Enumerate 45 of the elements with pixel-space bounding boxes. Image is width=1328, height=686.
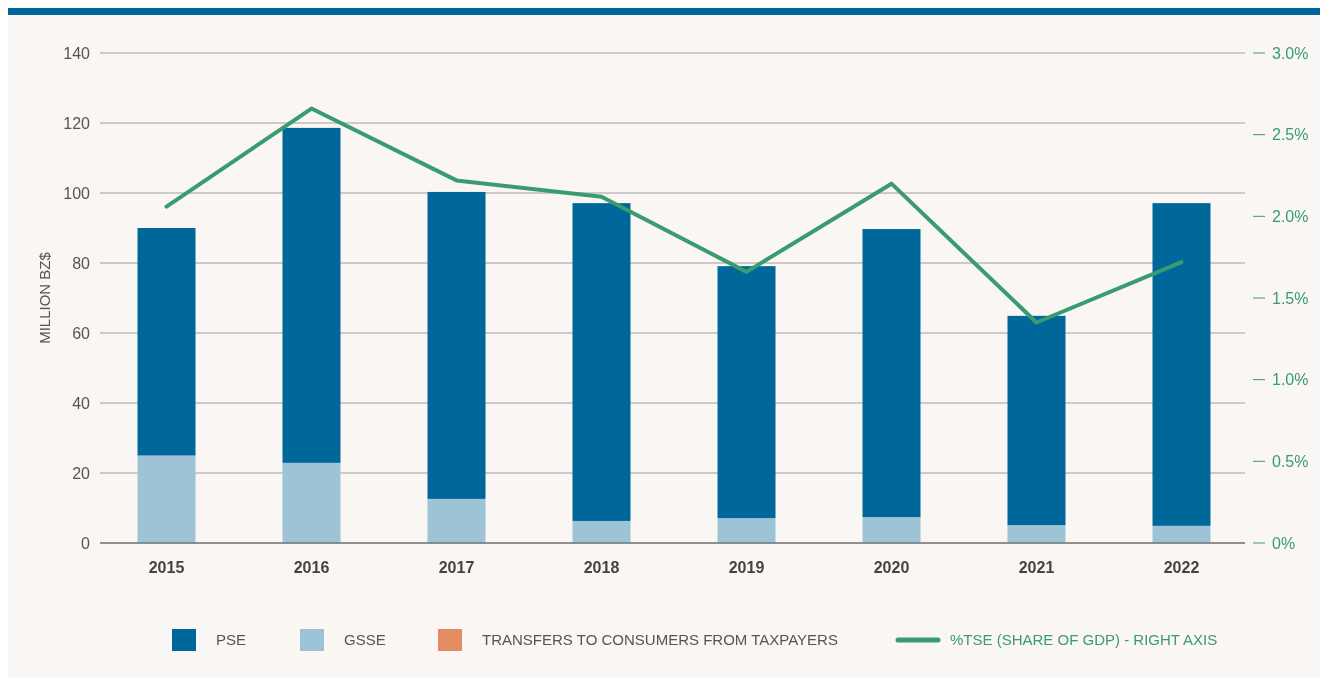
bar: [137, 455, 196, 543]
legend-label: PSE: [216, 631, 247, 649]
y2-tick-label: 2.5%: [1272, 126, 1309, 144]
bar: [862, 517, 921, 543]
x-tick-label: 2019: [728, 559, 765, 576]
legend-label: %TSE (SHARE OF GDP) - RIGHT AXIS: [950, 631, 1218, 649]
y-tick-label: 120: [63, 114, 91, 132]
x-tick-label: 2020: [873, 559, 910, 576]
bar: [717, 266, 776, 519]
x-tick-label: 2021: [1018, 559, 1055, 576]
legend-label: TRANSFERS TO CONSUMERS FROM TAXPAYERS: [482, 631, 838, 649]
bar: [282, 462, 341, 543]
bar: [862, 229, 921, 518]
x-tick-label: 2017: [438, 559, 475, 576]
bar: [572, 203, 631, 521]
bar: [1152, 525, 1211, 543]
bar: [1007, 315, 1066, 526]
bar: [427, 498, 486, 543]
x-tick-label: 2018: [583, 559, 620, 576]
y-tick-label: 80: [72, 254, 91, 272]
bar: [282, 127, 341, 463]
bar: [137, 228, 196, 456]
legend-label: GSSE: [344, 631, 386, 649]
x-tick-label: 2015: [148, 559, 185, 576]
bar: [1007, 525, 1066, 543]
x-tick-label: 2016: [293, 559, 330, 576]
y-tick-label: 60: [72, 324, 91, 342]
y-tick-label: 140: [63, 44, 91, 62]
y-tick-label: 20: [72, 464, 91, 482]
y-tick-label: 100: [63, 184, 91, 202]
y2-tick-label: 1.0%: [1272, 371, 1309, 389]
y2-tick-label: 2.0%: [1272, 207, 1309, 225]
bar: [717, 518, 776, 543]
y-axis-title: MILLION BZ$: [36, 251, 53, 344]
y2-tick-label: 0%: [1272, 534, 1296, 552]
y2-tick-label: 1.5%: [1272, 289, 1309, 307]
y-tick-label: 40: [72, 394, 91, 412]
x-tick-label: 2022: [1163, 559, 1200, 576]
bar: [427, 191, 486, 499]
y2-tick-label: 0.5%: [1272, 452, 1309, 470]
y2-tick-label: 3.0%: [1272, 44, 1309, 62]
bar: [1152, 203, 1211, 526]
y-tick-label: 0: [81, 534, 91, 552]
line-series: [164, 106, 1184, 325]
bar: [572, 520, 631, 543]
